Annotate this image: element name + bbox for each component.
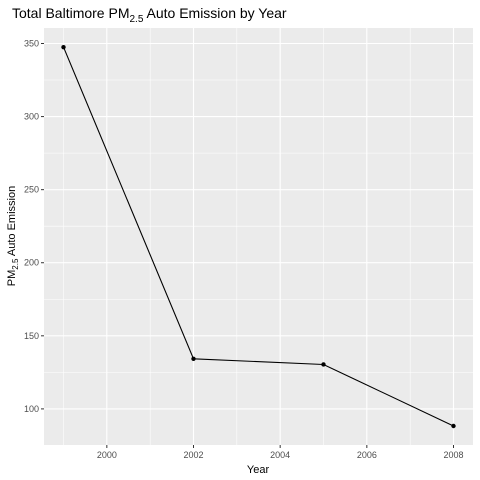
x-tick-label: 2008 [443, 450, 463, 460]
y-tick-label: 300 [24, 112, 39, 122]
major-gridlines [44, 28, 473, 445]
data-point [451, 423, 456, 429]
x-tick-label: 2006 [357, 450, 377, 460]
plot-panel [44, 28, 473, 445]
series-line-group [61, 44, 456, 429]
x-tick-label: 2002 [183, 450, 203, 460]
y-tick-label: 150 [24, 331, 39, 341]
x-axis-title: Year [247, 464, 270, 476]
y-axis-title: PM2.5 Auto Emission [6, 186, 20, 286]
axis-ticks: 2000 2002 2004 2006 2008 100 150 200 250 300 350 [24, 38, 464, 460]
data-point [191, 356, 196, 361]
y-tick-label: 200 [24, 258, 39, 268]
x-tick-label: 2000 [97, 450, 117, 460]
y-tick-label: 350 [24, 38, 39, 48]
chart-title: Total Baltimore PM2.5 Auto Emission by Y… [12, 5, 287, 25]
y-tick-label: 100 [24, 404, 39, 414]
data-point [61, 44, 66, 50]
x-tick-label: 2004 [270, 450, 290, 460]
data-point [321, 362, 326, 367]
minor-gridlines [44, 28, 473, 445]
series-line [62, 46, 454, 427]
y-tick-label: 250 [24, 185, 39, 195]
